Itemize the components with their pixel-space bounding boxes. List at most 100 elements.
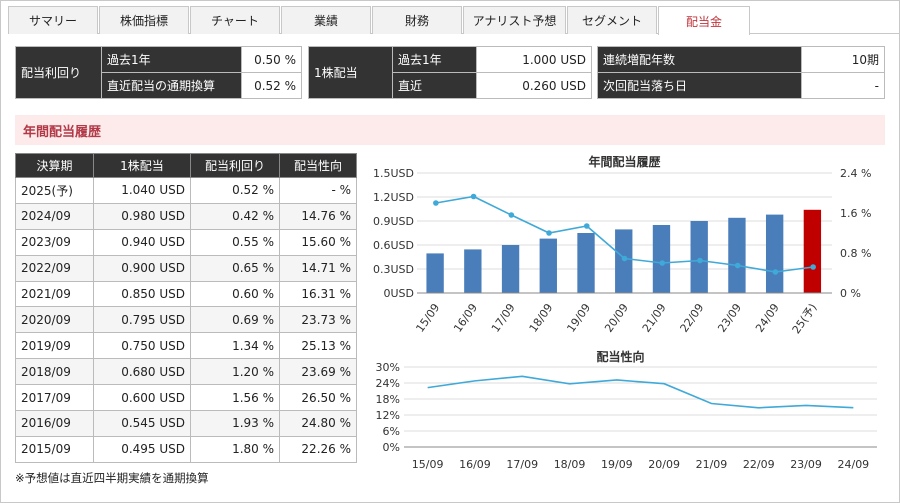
yield-point xyxy=(433,200,439,206)
section-title: 年間配当履歴 xyxy=(15,115,885,145)
period-cell: 2023/09 xyxy=(15,228,94,256)
yield-cell: 0.42 % xyxy=(190,202,280,230)
table-row: 2017/09 0.600 USD 1.56 % 26.50 % xyxy=(15,384,357,412)
dps-cell: 0.495 USD xyxy=(93,435,191,463)
column-header: 配当性向 xyxy=(279,153,357,178)
summary-row-value: 1.000 USD xyxy=(476,46,592,73)
y-tick-label: 0.3USD xyxy=(373,263,414,276)
tab-stock-indicators[interactable]: 株価指標 xyxy=(99,6,189,34)
chart-title: 配当性向 xyxy=(596,349,644,364)
x-tick-label: 19/09 xyxy=(601,458,633,471)
period-cell: 2018/09 xyxy=(15,358,94,386)
x-tick-label: 15/09 xyxy=(412,458,444,471)
period-cell: 2017/09 xyxy=(15,384,94,412)
tab-segment[interactable]: セグメント xyxy=(567,6,657,34)
dps-cell: 0.980 USD xyxy=(93,202,191,230)
y2-tick-label: 0.8 % xyxy=(840,247,871,260)
tab-dividend[interactable]: 配当金 xyxy=(658,6,750,35)
tab-financials[interactable]: 財務 xyxy=(372,6,462,34)
payout-cell: 23.73 % xyxy=(279,306,357,334)
yield-point xyxy=(508,212,515,218)
payout-cell: 14.71 % xyxy=(279,254,357,282)
bar xyxy=(501,245,520,293)
y-tick-label: 0% xyxy=(383,441,400,454)
y2-tick-label: 0 % xyxy=(840,287,861,300)
column-header: 配当利回り xyxy=(190,153,280,178)
yield-cell: 0.52 % xyxy=(190,177,280,204)
x-tick-label: 24/09 xyxy=(753,301,782,334)
y-tick-label: 0.9USD xyxy=(373,215,414,228)
dps-cell: 0.750 USD xyxy=(93,332,191,360)
table-row: 2023/09 0.940 USD 0.55 % 15.60 % xyxy=(15,228,357,256)
yield-cell: 0.65 % xyxy=(190,254,280,282)
payout-cell: 23.69 % xyxy=(279,358,357,386)
y-tick-label: 1.5USD xyxy=(373,167,414,180)
tab-summary[interactable]: サマリー xyxy=(8,6,98,34)
tab-earnings[interactable]: 業績 xyxy=(281,6,371,34)
x-tick-label: 16/09 xyxy=(459,458,491,471)
dps-cell: 0.545 USD xyxy=(93,410,191,437)
payout-cell: 25.13 % xyxy=(279,332,357,360)
x-tick-label: 16/09 xyxy=(451,301,480,334)
period-cell: 2024/09 xyxy=(15,202,94,230)
summary-row-label: 直近 xyxy=(392,72,477,99)
table-row: 2021/09 0.850 USD 0.60 % 16.31 % xyxy=(15,280,357,308)
yield-cell: 1.93 % xyxy=(190,410,280,437)
table-row: 2019/09 0.750 USD 1.34 % 25.13 % xyxy=(15,332,357,360)
payout-cell: 24.80 % xyxy=(279,410,357,437)
period-cell: 2016/09 xyxy=(15,410,94,437)
table-header-row: 決算期 1株配当 配当利回り 配当性向 xyxy=(15,153,357,178)
payout-ratio-chart: 配当性向 0% 6% 12% 18% 24% 30% 15/09 16/09 17/09 18/09… xyxy=(376,349,877,471)
y-tick-label: 0USD xyxy=(383,287,414,300)
payout-cell: 16.31 % xyxy=(279,280,357,308)
yield-cell: 1.20 % xyxy=(190,358,280,386)
summary-row-label: 次回配当落ち日 xyxy=(597,72,802,99)
bar xyxy=(539,238,557,293)
yield-point xyxy=(583,223,590,229)
summary-row-label: 過去1年 xyxy=(101,46,242,73)
y-tick-label: 1.2USD xyxy=(373,191,414,204)
tab-chart[interactable]: チャート xyxy=(190,6,280,34)
bar xyxy=(765,214,784,293)
table-row: 2025(予) 1.040 USD 0.52 % - % xyxy=(15,177,357,204)
dps-cell: 0.795 USD xyxy=(93,306,191,334)
yield-cell: 0.55 % xyxy=(190,228,280,256)
table-row: 2022/09 0.900 USD 0.65 % 14.71 % xyxy=(15,254,357,282)
x-tick-label: 17/09 xyxy=(506,458,538,471)
tab-analyst-forecast[interactable]: アナリスト予想 xyxy=(463,6,566,34)
bar xyxy=(577,233,595,293)
x-tick-label: 15/09 xyxy=(413,301,442,334)
payout-cell: 14.76 % xyxy=(279,202,357,230)
dividend-history-chart: 年間配当履歴 0USD 0.3USD 0.6USD 0.9USD 1.2USD 1.5USD… xyxy=(373,154,871,336)
x-tick-label: 17/09 xyxy=(489,301,518,334)
x-tick-label: 22/09 xyxy=(743,458,775,471)
y-tick-label: 12% xyxy=(376,409,400,422)
summary-row-value: - xyxy=(801,72,885,99)
yield-point xyxy=(659,260,666,266)
y-tick-label: 6% xyxy=(383,425,400,438)
summary-row-value: 0.52 % xyxy=(241,72,302,99)
period-cell: 2020/09 xyxy=(15,306,94,334)
summary-row-value: 0.50 % xyxy=(241,46,302,73)
y-tick-label: 30% xyxy=(376,361,400,374)
yield-point xyxy=(546,230,552,236)
dividend-history-table: 決算期 1株配当 配当利回り 配当性向 2025(予) 1.040 USD 0.52… xyxy=(15,153,357,463)
payout-cell: 15.60 % xyxy=(279,228,357,256)
summary-row-label: 過去1年 xyxy=(392,46,477,73)
y2-tick-label: 1.6 % xyxy=(840,207,871,220)
x-tick-label: 20/09 xyxy=(602,301,631,334)
bar xyxy=(615,229,633,293)
period-cell: 2022/09 xyxy=(15,254,94,282)
bar xyxy=(426,253,444,293)
x-tick-label: 19/09 xyxy=(564,301,593,334)
x-tick-label: 21/09 xyxy=(696,458,728,471)
x-tick-label: 21/09 xyxy=(640,301,669,334)
bar xyxy=(652,225,671,293)
y-tick-label: 0.6USD xyxy=(373,239,414,252)
payout-cell: 22.26 % xyxy=(279,435,357,463)
summary-dps-label: 1株配当 xyxy=(308,46,393,99)
period-cell: 2021/09 xyxy=(15,280,94,308)
yield-cell: 1.56 % xyxy=(190,384,280,412)
x-tick-label: 20/09 xyxy=(648,458,680,471)
summary-row-value: 0.260 USD xyxy=(476,72,592,99)
